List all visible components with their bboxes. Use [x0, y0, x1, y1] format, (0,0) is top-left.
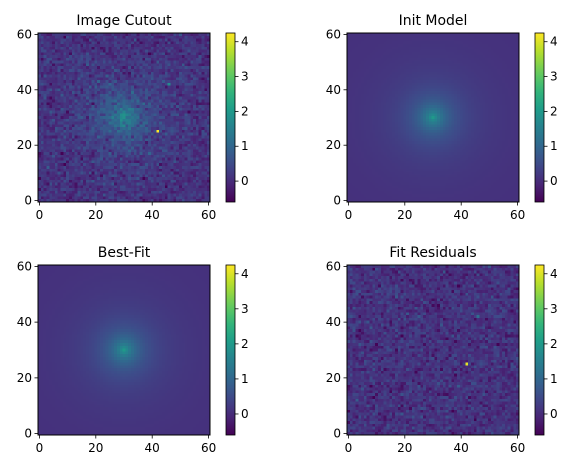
panel-title: Init Model [399, 13, 468, 29]
colorbar [534, 264, 545, 436]
y-tick-label: 0 [333, 194, 341, 208]
panel-2: Init Model 0 20 40 60 0 20 40 60 0 1 2 3 4 [326, 13, 558, 222]
x-tick-label: 0 [345, 441, 353, 455]
heatmap-image [38, 33, 210, 202]
x-tick-label: 40 [145, 441, 160, 455]
panel-title: Fit Residuals [389, 245, 476, 261]
colorbar-tick-label: 4 [241, 267, 249, 281]
y-tick-label: 0 [24, 194, 32, 208]
x-tick-label: 0 [36, 441, 44, 455]
colorbar-tick-label: 2 [550, 104, 558, 118]
x-tick-label: 20 [397, 441, 412, 455]
x-tick-label: 20 [88, 441, 103, 455]
y-tick-label: 40 [17, 315, 32, 329]
colorbar [225, 264, 236, 436]
y-tick-label: 40 [326, 83, 341, 97]
colorbar-tick-label: 0 [241, 174, 249, 188]
x-tick-label: 20 [397, 208, 412, 222]
y-tick-label: 20 [17, 138, 32, 152]
y-tick-label: 0 [333, 427, 341, 441]
heatmap-image [347, 33, 519, 202]
axes-frame [346, 264, 520, 436]
colorbar-tick-label: 1 [241, 372, 249, 386]
colorbar-tick-label: 4 [241, 35, 249, 49]
colorbar-tick-label: 2 [241, 104, 249, 118]
axes-frame [346, 32, 520, 203]
colorbar-tick-label: 3 [550, 70, 558, 84]
colorbar-tick-label: 3 [550, 302, 558, 316]
heatmap-image [347, 265, 519, 435]
colorbar-tick-label: 0 [550, 174, 558, 188]
y-tick-label: 60 [326, 259, 341, 273]
colorbar-tick-label: 1 [550, 139, 558, 153]
colorbar-tick-label: 1 [241, 139, 249, 153]
y-tick-label: 20 [326, 138, 341, 152]
panel-3: Best-Fit 0 20 40 60 0 20 40 60 0 1 2 3 4 [17, 245, 249, 455]
colorbar-tick-label: 3 [241, 302, 249, 316]
x-tick-label: 0 [36, 208, 44, 222]
panel-1: Image Cutout 0 20 40 60 0 20 40 60 0 1 2 3 4 [17, 13, 249, 222]
panel-4: Fit Residuals 0 20 40 60 0 20 40 60 0 1 2 3 4 [326, 245, 558, 455]
x-tick-label: 60 [510, 441, 525, 455]
x-tick-label: 0 [345, 208, 353, 222]
panel-title: Image Cutout [76, 13, 172, 29]
y-tick-label: 0 [24, 427, 32, 441]
colorbar-tick-label: 4 [550, 267, 558, 281]
colorbar-tick-label: 0 [550, 407, 558, 421]
x-tick-label: 60 [201, 208, 216, 222]
colorbar-tick-label: 4 [550, 35, 558, 49]
x-tick-label: 40 [145, 208, 160, 222]
x-tick-label: 40 [454, 441, 469, 455]
colorbar-tick-label: 2 [241, 337, 249, 351]
y-tick-label: 40 [17, 83, 32, 97]
colorbar-tick-label: 1 [550, 372, 558, 386]
y-tick-label: 40 [326, 315, 341, 329]
x-tick-label: 60 [510, 208, 525, 222]
x-tick-label: 20 [88, 208, 103, 222]
x-tick-label: 40 [454, 208, 469, 222]
y-tick-label: 20 [17, 371, 32, 385]
colorbar-tick-label: 3 [241, 70, 249, 84]
colorbar-tick-label: 0 [241, 407, 249, 421]
colorbar [225, 32, 236, 203]
y-tick-label: 60 [17, 27, 32, 41]
x-tick-label: 60 [201, 441, 216, 455]
colorbar-tick-label: 2 [550, 337, 558, 351]
axes-frame [37, 264, 211, 436]
heatmap-image [38, 265, 210, 435]
y-tick-label: 20 [326, 371, 341, 385]
axes-frame [37, 32, 211, 203]
panel-title: Best-Fit [98, 245, 151, 261]
colorbar [534, 32, 545, 203]
y-tick-label: 60 [326, 27, 341, 41]
y-tick-label: 60 [17, 259, 32, 273]
